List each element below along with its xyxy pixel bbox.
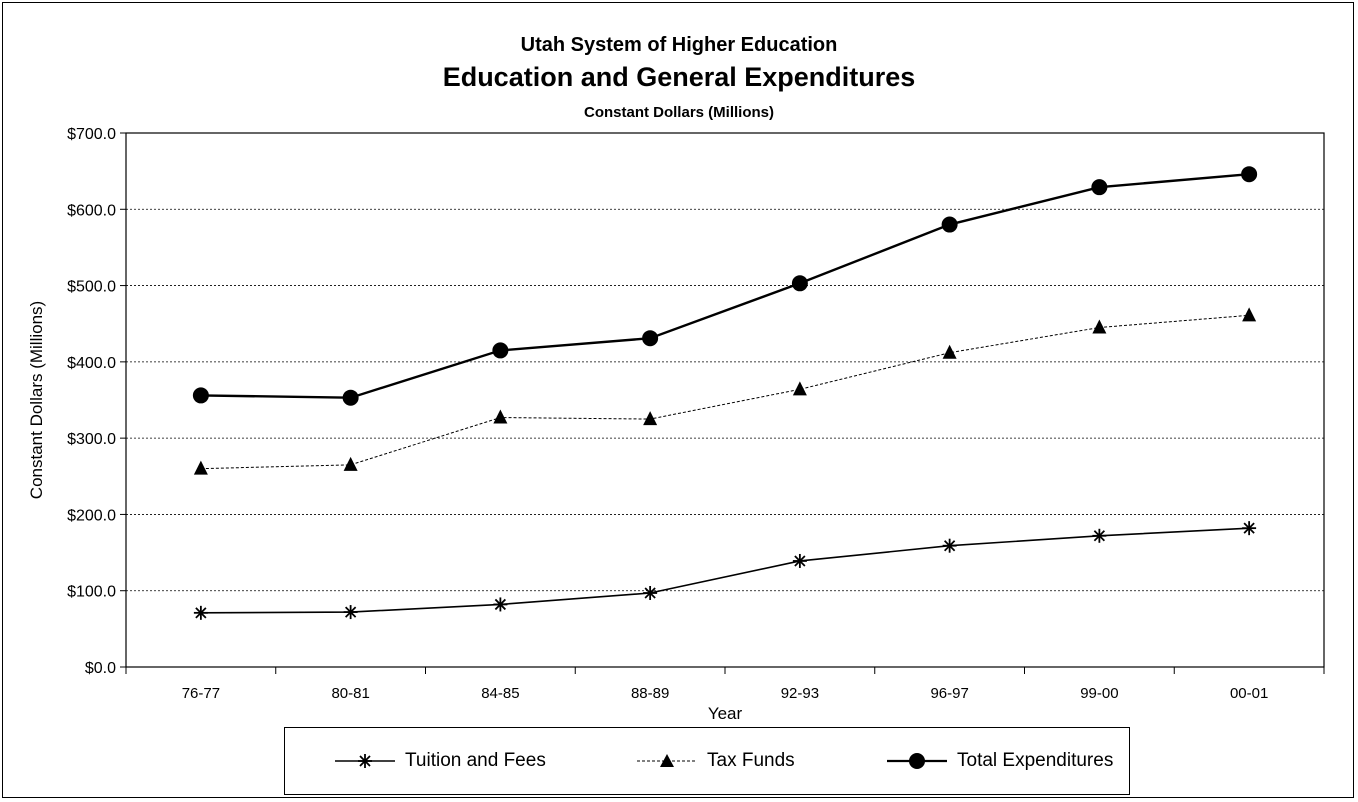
point-total-1	[342, 389, 359, 406]
chart-title: Utah System of Higher Education	[520, 34, 838, 56]
point-tuition-0	[193, 605, 208, 620]
asterisk-stroke	[1243, 522, 1255, 534]
point-tuition-1	[343, 605, 358, 620]
legend-label-tuition: Tuition and Fees	[405, 750, 546, 771]
point-tax-5	[942, 344, 957, 359]
point-total-4	[791, 275, 808, 292]
x-tick-label: 88-89	[631, 685, 669, 702]
asterisk-stroke	[344, 606, 357, 618]
point-tax-0	[193, 460, 208, 475]
point-tax-1	[343, 456, 358, 471]
chart-subtitle-units: Constant Dollars (Millions)	[583, 104, 774, 121]
asterisk-stroke	[794, 555, 806, 567]
y-tick-label: $400.0	[67, 355, 116, 372]
y-axis-label: Constant Dollars (Millions)	[27, 301, 46, 499]
x-tick-label: 92-93	[781, 685, 819, 702]
x-tick-label: 76-77	[182, 685, 220, 702]
point-tax-6	[1092, 319, 1107, 334]
x-tick-label: 99-00	[1080, 685, 1118, 702]
series-line-0	[200, 527, 1250, 614]
x-axis-label: Year	[708, 704, 743, 723]
legend-swatch-tax	[637, 754, 697, 767]
point-tax-7	[1242, 307, 1257, 322]
y-tick-label: $0.0	[85, 660, 116, 677]
legend-swatch-total	[887, 753, 947, 769]
point-total-5	[941, 216, 958, 233]
chart-subtitle: Education and General Expenditures	[442, 62, 916, 92]
asterisk-stroke	[644, 587, 656, 599]
point-total-0	[192, 387, 209, 404]
point-tuition-4	[792, 553, 807, 568]
y-tick-label: $300.0	[67, 431, 116, 448]
point-tuition-7	[1242, 521, 1257, 536]
x-tick-label: 80-81	[331, 685, 369, 702]
y-tick-label: $600.0	[67, 202, 116, 219]
x-tick-label: 96-97	[930, 685, 968, 702]
point-total-6	[1091, 179, 1108, 196]
y-tick-label: $200.0	[67, 507, 116, 524]
y-tick-label: $100.0	[67, 584, 116, 601]
point-tax-2	[493, 409, 508, 424]
series-line-1	[200, 314, 1250, 470]
legend-item-tuition: Tuition and Fees	[333, 728, 546, 794]
asterisk-stroke	[1093, 530, 1106, 542]
series-line-2	[200, 172, 1250, 399]
legend-item-tax: Tax Funds	[635, 728, 795, 794]
point-tuition-2	[493, 597, 508, 612]
y-tick-label: $500.0	[67, 279, 116, 296]
legend-label-total: Total Expenditures	[957, 750, 1114, 771]
point-tuition-3	[643, 586, 658, 601]
point-total-7	[1241, 166, 1258, 183]
y-tick-label: $700.0	[67, 126, 116, 143]
x-tick-label: 84-85	[481, 685, 519, 702]
point-tuition-5	[942, 538, 957, 553]
point-tax-3	[643, 411, 658, 426]
chart-legend: Tuition and Fees Tax Funds Total Expendi…	[284, 727, 1130, 795]
point-tuition-6	[1092, 528, 1107, 543]
legend-item-total: Total Expenditures	[885, 728, 1113, 794]
point-tax-4	[792, 381, 807, 396]
legend-label-tax: Tax Funds	[707, 750, 795, 771]
point-total-2	[492, 342, 509, 359]
point-total-3	[642, 330, 659, 347]
legend-swatch-tuition	[335, 754, 395, 768]
asterisk-stroke	[943, 540, 956, 552]
asterisk-stroke	[195, 607, 207, 619]
x-tick-label: 00-01	[1230, 685, 1268, 702]
plot-area	[125, 132, 1325, 668]
asterisk-stroke	[494, 598, 507, 611]
